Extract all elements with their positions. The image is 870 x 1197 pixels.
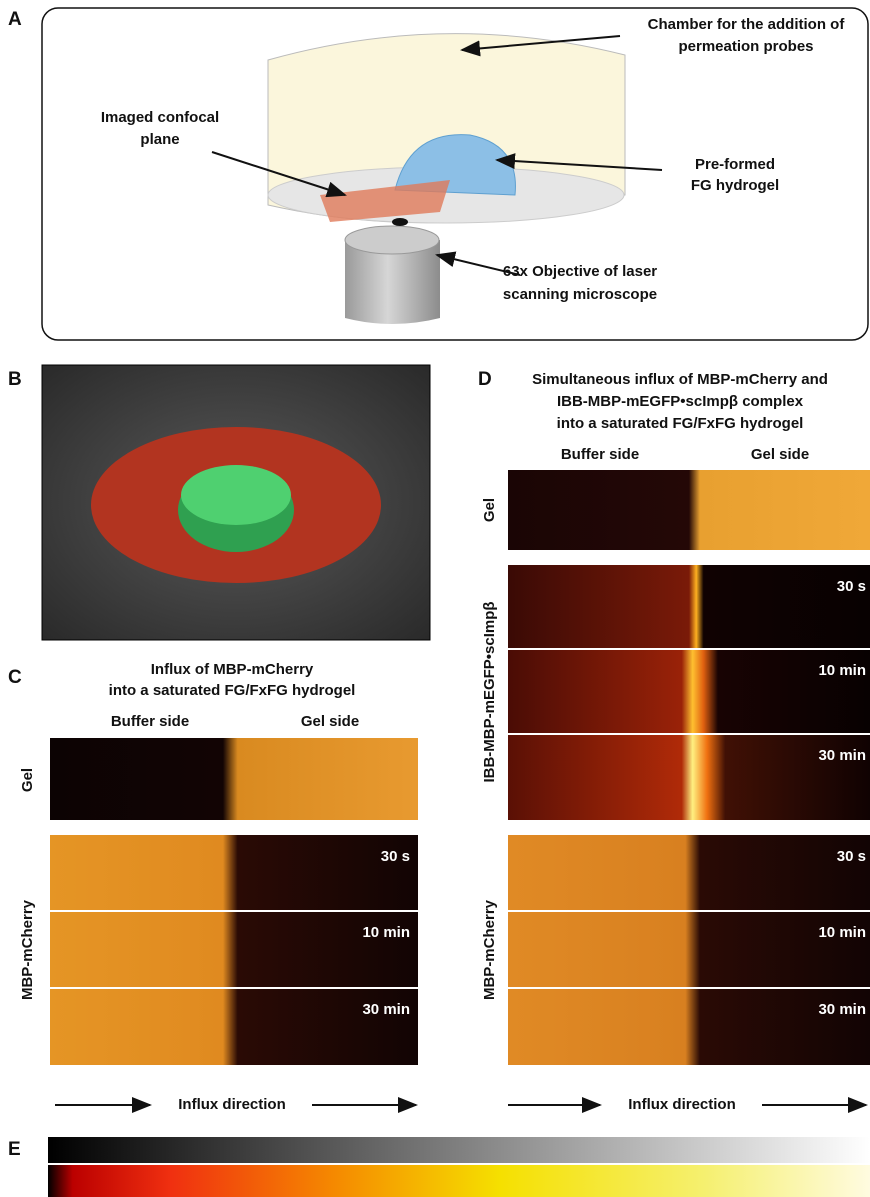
label: plane [140,130,179,150]
image-d-1 [508,565,870,648]
row-label: MBP-mCherry [480,900,500,1000]
footer: Influx direction [628,1095,736,1115]
objective-lens [392,218,408,226]
column-label: Gel side [751,445,809,465]
title: IBB-MBP-mEGFP•scImpβ complex [557,392,803,412]
time-label: 10 min [818,662,866,679]
title: into a saturated FG/FxFG hydrogel [109,681,356,701]
image-d-gel [508,470,870,550]
panel-letter: B [8,370,22,390]
time-label: 30 min [818,1001,866,1018]
hot-colormap-bar [48,1165,870,1197]
title: Influx of MBP-mCherry [151,660,314,680]
photo-gel-top [181,465,291,525]
time-label: 10 min [818,924,866,941]
image-d-3 [508,735,870,820]
footer: Influx direction [178,1095,286,1115]
row-label: IBB-MBP-mEGFP•scImpβ [480,601,500,782]
image-d-2 [508,650,870,733]
label: FG hydrogel [691,176,779,196]
time-label: 30 min [362,1001,410,1018]
row-label: MBP-mCherry [18,900,38,1000]
panel-letter: D [478,370,492,390]
time-label: 30 min [818,747,866,764]
label: Chamber for the addition of [648,15,845,35]
column-label: Buffer side [111,712,189,732]
label: 63x Objective of laser [503,262,657,282]
time-label: 30 s [381,848,410,865]
figure: A Chamber for the addition of permeation… [0,0,870,1197]
image-d-5 [508,912,870,987]
panel-letter: A [8,10,22,30]
row-label: Gel [480,498,500,522]
column-label: Buffer side [561,445,639,465]
title: Simultaneous influx of MBP-mCherry and [532,370,828,390]
image-d-6 [508,989,870,1065]
label: Imaged confocal [101,108,219,128]
image-c-gel [50,738,418,820]
label: Pre-formed [695,155,775,175]
time-label: 30 s [837,578,866,595]
panel-letter: C [8,668,22,688]
row-label: Gel [18,768,38,792]
title: into a saturated FG/FxFG hydrogel [557,414,804,434]
grayscale-bar [48,1137,870,1163]
label: scanning microscope [503,285,657,305]
image-c-1 [50,835,418,910]
time-label: 30 s [837,848,866,865]
label: permeation probes [678,37,813,57]
panel-letter: E [8,1140,21,1160]
image-d-4 [508,835,870,910]
time-label: 10 min [362,924,410,941]
column-label: Gel side [301,712,359,732]
objective-top [345,226,439,254]
